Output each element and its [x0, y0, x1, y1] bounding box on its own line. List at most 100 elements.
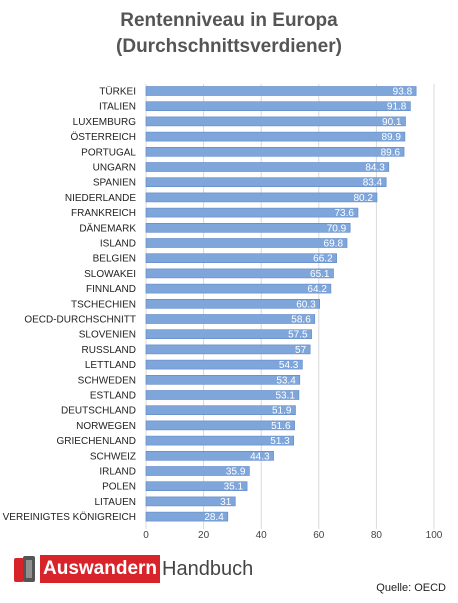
category-label: SPANIEN	[93, 178, 136, 189]
value-label: 93.8	[393, 87, 413, 98]
category-label: SLOWAKEI	[84, 269, 136, 280]
category-label: VEREINIGTES KÖNIGREICH	[3, 511, 136, 523]
bar	[145, 147, 405, 157]
value-label: 51.3	[270, 436, 290, 447]
category-label: FINNLAND	[86, 284, 136, 295]
bar	[145, 405, 296, 416]
bars: 93.8 91.8 90.1 89.9 89.6 84.3 83.4 80.273.6 70.9…	[145, 86, 417, 523]
x-tick-label: 20	[198, 530, 210, 541]
value-label: 91.8	[387, 102, 407, 113]
category-label: UNGARN	[93, 163, 136, 174]
bar	[145, 511, 229, 522]
value-label: 65.1	[310, 269, 330, 280]
value-label: 89.9	[381, 132, 401, 143]
value-label: 53.4	[276, 375, 296, 386]
value-label: 51.9	[272, 406, 292, 417]
value-label: 80.2	[354, 193, 374, 204]
auswandern-handbuch-logo: Auswandern Handbuch	[14, 554, 253, 584]
category-label: FRANKREICH	[71, 208, 136, 219]
value-label: 51.6	[271, 421, 291, 432]
bar	[145, 344, 311, 355]
category-label: NORWEGEN	[76, 421, 136, 432]
value-label: 28.4	[204, 512, 224, 523]
book-icon	[14, 556, 36, 582]
category-label: SLOVENIEN	[79, 330, 136, 341]
bar	[145, 390, 300, 400]
bar	[145, 359, 303, 370]
bar	[145, 207, 359, 218]
chart-title-line2: (Durchschnittsverdiener)	[116, 36, 342, 57]
category-label: POLEN	[102, 482, 136, 493]
value-label: 57	[295, 345, 307, 356]
bar	[145, 131, 406, 142]
category-label: SCHWEDEN	[78, 375, 136, 386]
category-label: GRIECHENLAND	[57, 436, 136, 447]
bar	[145, 238, 348, 248]
category-label: LUXEMBURG	[73, 117, 137, 128]
category-label: PORTUGAL	[81, 147, 136, 158]
category-label: SCHWEIZ	[90, 451, 136, 462]
value-label: 84.3	[365, 163, 385, 174]
category-label: LETTLAND	[85, 360, 136, 371]
category-label: DÄNEMARK	[79, 222, 136, 234]
bar	[145, 481, 248, 492]
bar	[145, 435, 295, 446]
category-label: BELGIEN	[93, 254, 136, 265]
bar	[145, 466, 250, 476]
category-label: LITAUEN	[95, 497, 137, 508]
value-label: 54.3	[279, 360, 299, 371]
bar	[145, 192, 378, 203]
category-label: ESTLAND	[90, 391, 136, 402]
category-label: ITALIEN	[99, 102, 136, 113]
category-label: RUSSLAND	[82, 345, 136, 356]
x-tick-label: 60	[313, 530, 325, 541]
bar	[145, 496, 236, 507]
value-label: 35.1	[224, 482, 244, 493]
value-label: 57.5	[288, 330, 308, 341]
category-label: ÖSTERREICH	[70, 131, 136, 143]
footer: Auswandern Handbuch Quelle: OECD	[0, 548, 458, 603]
category-label: ISLAND	[100, 239, 136, 250]
bar	[145, 223, 351, 233]
bar	[145, 314, 316, 324]
category-label: TÜRKEI	[99, 86, 136, 98]
bar	[145, 116, 406, 127]
bar	[145, 374, 301, 385]
source-note: Quelle: OECD	[376, 582, 446, 594]
bar	[145, 268, 334, 279]
bar	[145, 86, 417, 96]
chart-title-line1: Rentenniveau in Europa	[120, 10, 338, 31]
x-tick-label: 0	[143, 530, 149, 541]
category-label: NIEDERLANDE	[65, 193, 136, 204]
x-tick-label: 100	[426, 530, 443, 541]
value-label: 73.6	[334, 208, 354, 219]
bar	[145, 162, 390, 172]
value-label: 89.6	[381, 147, 401, 158]
x-tick-label: 40	[256, 530, 268, 541]
value-label: 44.3	[250, 451, 270, 462]
value-label: 60.3	[296, 299, 316, 310]
value-label: 35.9	[226, 467, 246, 478]
category-labels: TÜRKEI ITALIEN LUXEMBURG ÖSTERREICH PORTUGAL…	[3, 86, 137, 524]
value-label: 83.4	[363, 178, 383, 189]
bar	[145, 450, 274, 461]
x-tick-label: 80	[371, 530, 383, 541]
value-label: 58.6	[291, 315, 311, 326]
value-label: 53.1	[275, 391, 295, 402]
category-label: IRLAND	[99, 467, 136, 478]
bar	[145, 253, 337, 263]
bar	[145, 420, 295, 431]
bar	[145, 101, 411, 111]
chart-title: Rentenniveau in Europa (Durchschnittsver…	[0, 8, 458, 60]
value-label: 64.2	[307, 284, 327, 295]
category-label: TSCHECHIEN	[71, 299, 136, 310]
bar	[145, 283, 332, 294]
bar-chart: 93.8 91.8 90.1 89.9 89.6 84.3 83.4 80.273.6 70.9…	[3, 84, 443, 541]
bar	[145, 177, 387, 187]
x-axis-ticks: 0 20 40 60 80 100	[143, 530, 443, 541]
value-label: 70.9	[327, 223, 347, 234]
logo-text-handbuch: Handbuch	[162, 558, 254, 580]
bar	[145, 298, 320, 309]
value-label: 69.8	[324, 239, 344, 250]
value-label: 90.1	[382, 117, 402, 128]
